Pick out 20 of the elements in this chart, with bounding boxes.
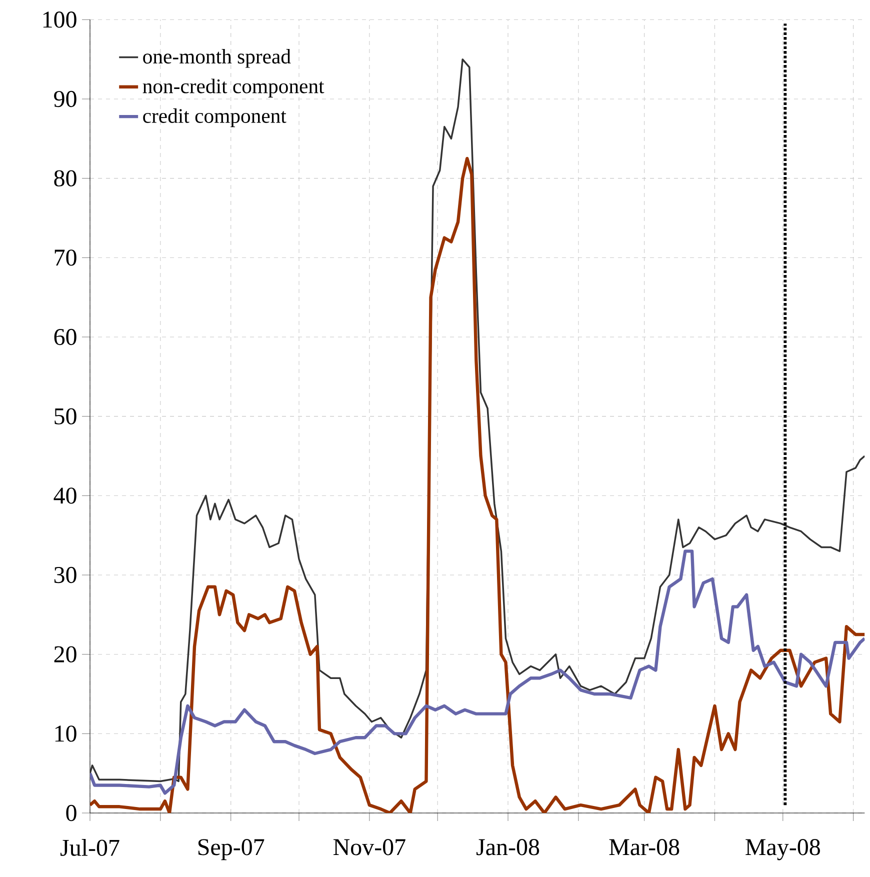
y-tick-label: 90 bbox=[54, 90, 76, 108]
y-tick-label: 40 bbox=[54, 488, 76, 504]
legend-label: non-credit component bbox=[142, 78, 324, 98]
y-tick-label: 50 bbox=[54, 408, 76, 424]
y-tick-label: 70 bbox=[54, 250, 76, 266]
legend-label: credit component bbox=[143, 108, 286, 128]
x-tick-label: Jul-07 bbox=[60, 839, 120, 856]
y-tick-label: 10 bbox=[55, 726, 76, 742]
x-tick-label: Nov-07 bbox=[333, 839, 406, 856]
y-tick-label: 30 bbox=[54, 566, 76, 584]
x-tick-label: Mar-08 bbox=[609, 839, 680, 856]
x-tick-label: Sep-07 bbox=[198, 839, 264, 860]
legend-label: one-month spread bbox=[143, 49, 291, 68]
y-tick-label: 80 bbox=[54, 170, 76, 186]
y-tick-label: 100 bbox=[43, 12, 76, 28]
y-tick-label: 60 bbox=[54, 328, 76, 346]
x-tick-label: Jan-08 bbox=[476, 839, 540, 856]
x-tick-label: May-08 bbox=[746, 839, 820, 860]
y-tick-label: 20 bbox=[54, 646, 76, 662]
y-tick-label: 0 bbox=[66, 804, 76, 822]
